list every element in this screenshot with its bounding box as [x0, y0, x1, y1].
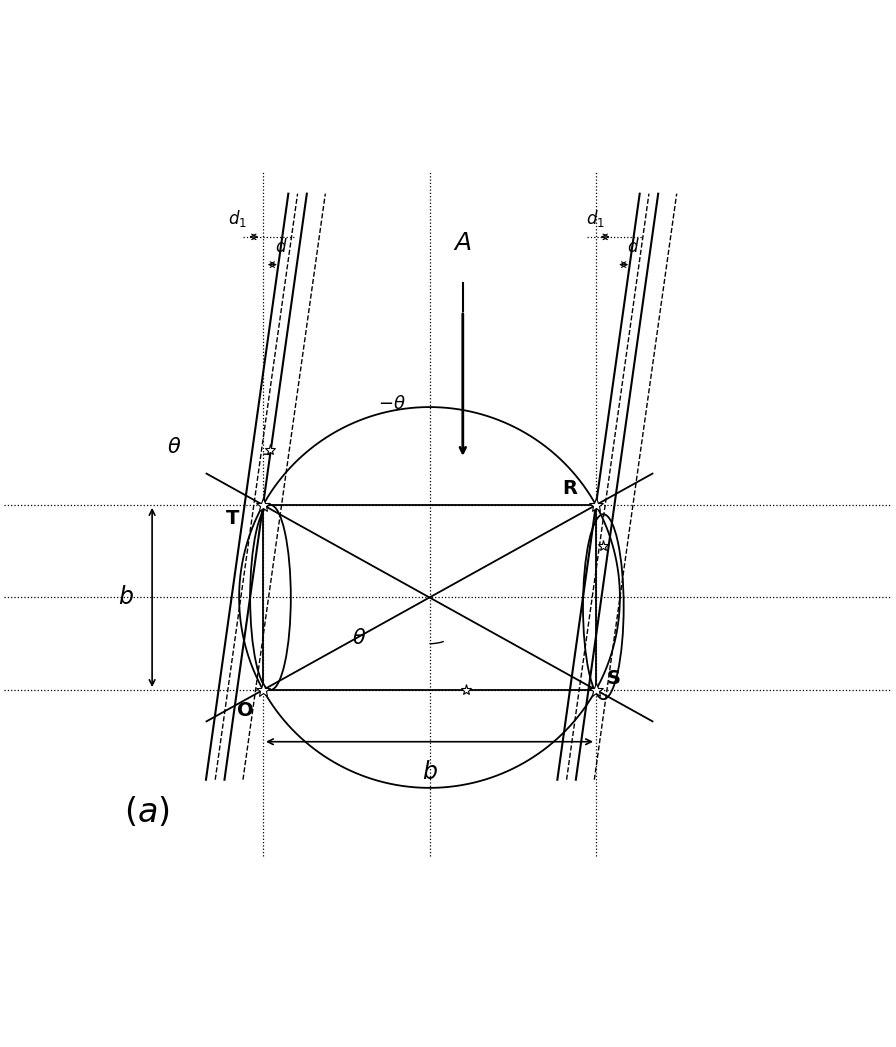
Text: $A$: $A$ — [453, 231, 472, 255]
Text: $b$: $b$ — [117, 585, 134, 609]
Text: $-\theta$: $-\theta$ — [378, 395, 406, 413]
Text: $\theta$: $\theta$ — [167, 438, 181, 458]
Text: $\theta$: $\theta$ — [352, 628, 366, 648]
Text: O: O — [237, 700, 254, 720]
Text: T: T — [226, 509, 239, 528]
Text: $d$: $d$ — [275, 238, 288, 255]
Text: R: R — [563, 478, 578, 498]
Text: $b$: $b$ — [422, 760, 437, 784]
Text: S: S — [607, 669, 621, 688]
Text: $d_1$: $d_1$ — [587, 208, 606, 229]
Text: $d$: $d$ — [626, 238, 639, 255]
Text: $(a)$: $(a)$ — [125, 795, 170, 828]
Text: $d_1$: $d_1$ — [228, 208, 246, 229]
